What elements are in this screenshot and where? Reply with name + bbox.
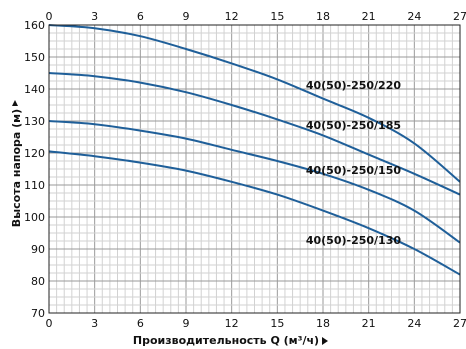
x-axis-label: Производительность Q (м³/ч) [133, 334, 319, 347]
x-tick-label-bottom: 27 [453, 317, 466, 330]
x-tick-label-top: 6 [137, 10, 144, 23]
tick-labels: 0 0 3 3 6 6 9 9 12 12 15 15 18 18 21 21 24 24 27 27 70 80 90 10… [24, 10, 466, 330]
series-label-3: 40(50)-250/150 [306, 164, 402, 177]
series-line-1 [48, 24, 461, 183]
series-labels: 40(50)-250/220 40(50)-250/185 40(50)-250/1… [306, 79, 402, 247]
series-label-2: 40(50)-250/185 [306, 119, 401, 132]
x-tick-label-top: 9 [183, 10, 190, 23]
series-label-1: 40(50)-250/220 [306, 79, 402, 92]
x-tick-label-top: 18 [316, 10, 330, 23]
x-tick-label-bottom: 24 [407, 317, 421, 330]
x-tick-label-top: 12 [225, 10, 239, 23]
y-tick-label: 80 [31, 275, 45, 288]
y-tick-label: 160 [24, 19, 45, 32]
x-tick-label-top: 0 [46, 10, 53, 23]
x-tick-label-top: 21 [362, 10, 376, 23]
x-axis-arrow-icon [322, 337, 328, 345]
x-tick-label-bottom: 21 [362, 317, 376, 330]
x-tick-label-bottom: 12 [225, 317, 239, 330]
y-tick-label: 110 [24, 179, 45, 192]
x-tick-label-bottom: 6 [137, 317, 144, 330]
y-axis-arrow-icon [12, 100, 18, 106]
x-tick-label-top: 3 [91, 10, 98, 23]
x-tick-label-bottom: 3 [91, 317, 98, 330]
x-tick-label-bottom: 15 [270, 317, 284, 330]
series-lines [48, 24, 461, 276]
y-tick-label: 90 [31, 243, 45, 256]
x-tick-label-bottom: 9 [183, 317, 190, 330]
y-tick-label: 70 [31, 307, 45, 320]
series-label-4: 40(50)-250/130 [306, 234, 402, 247]
series-line-2 [48, 72, 461, 196]
y-axis-label: Высота напора (м) [10, 109, 23, 227]
x-tick-label-bottom: 0 [46, 317, 53, 330]
x-tick-label-bottom: 18 [316, 317, 330, 330]
x-tick-label-top: 15 [270, 10, 284, 23]
grid [48, 24, 461, 314]
series-line-4 [48, 150, 461, 276]
x-tick-label-top: 27 [453, 10, 466, 23]
y-tick-label: 150 [24, 51, 45, 64]
x-tick-label-top: 24 [407, 10, 421, 23]
plot-frame [48, 24, 461, 314]
y-tick-label: 100 [24, 211, 45, 224]
y-tick-label: 140 [24, 83, 45, 96]
y-tick-label: 130 [24, 115, 45, 128]
y-tick-label: 120 [24, 147, 45, 160]
series-line-3 [48, 120, 461, 244]
